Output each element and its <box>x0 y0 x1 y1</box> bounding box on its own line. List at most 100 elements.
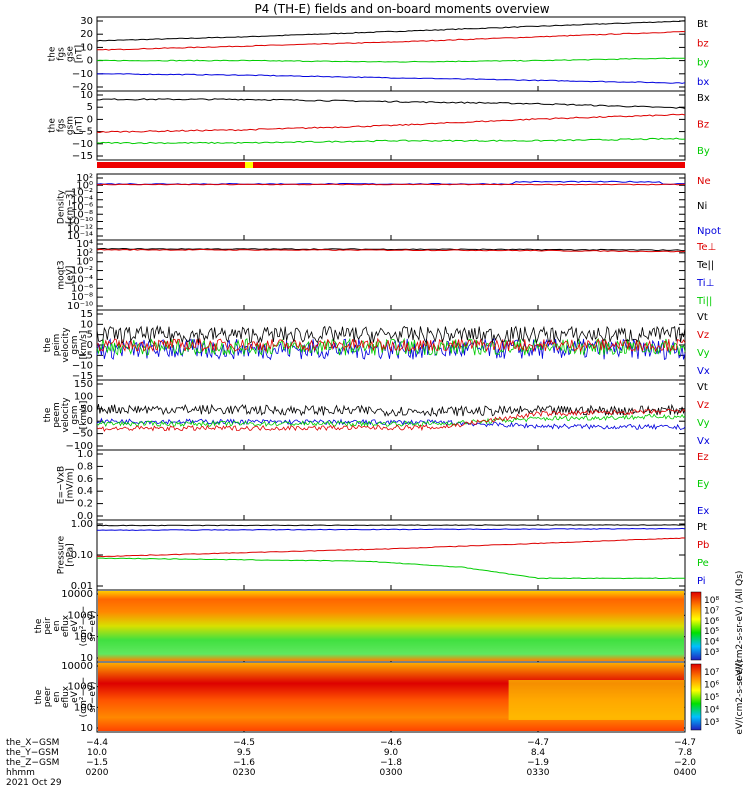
y-axis-label: gsm <box>70 335 80 354</box>
legend-entry: Ey <box>697 479 709 490</box>
y-tick-label: −15 <box>72 371 93 382</box>
y-tick-label: 0.0 <box>77 511 93 522</box>
y-axis-label: [cm−3] <box>66 190 76 224</box>
legend-entry: Pb <box>697 540 709 551</box>
y-axis-label: peir <box>43 617 53 635</box>
y-tick-label: −10 <box>72 361 93 372</box>
y-tick-label: −10 <box>72 139 93 150</box>
series-line-teperp <box>96 248 686 253</box>
panel-density: Density [cm−3]10²10⁰10⁻²10⁻⁴10⁻⁶10⁻⁸10⁻¹⁰… <box>57 173 721 242</box>
y-axis-label: peem <box>52 402 62 428</box>
footer-value: −4.7 <box>527 738 549 748</box>
footer-value: −1.9 <box>527 758 549 768</box>
series-line-red <box>96 337 686 353</box>
y-axis-label: peer <box>43 686 53 707</box>
series-line-red <box>96 408 686 432</box>
panel-frame <box>96 449 686 521</box>
panel-frame <box>96 661 686 733</box>
y-tick-label: 10⁻⁸ <box>71 209 93 220</box>
y-tick-label: 10 <box>80 90 93 101</box>
series-line-black <box>96 403 686 418</box>
colorbar-tick-label: 10⁶ <box>704 681 719 691</box>
y-tick-label: 10⁻¹⁰ <box>67 217 93 228</box>
series-line-red <box>96 537 686 558</box>
y-tick-label: 10 <box>80 723 93 734</box>
legend-entry: Vt <box>697 312 708 323</box>
y-tick-label: −15 <box>72 151 93 162</box>
quality-flag-bar <box>97 162 685 168</box>
footer-value: 0400 <box>674 768 697 778</box>
y-tick-label: 10⁻⁸ <box>71 292 93 303</box>
y-axis-label: sr−eV) <box>88 681 98 712</box>
y-tick-label: 10² <box>76 173 93 184</box>
panel-frame <box>96 16 686 92</box>
colorbar-tick-label: 10⁵ <box>704 627 719 637</box>
y-tick-label: 10⁻¹⁴ <box>67 231 93 242</box>
y-tick-label: −10 <box>72 69 93 80</box>
legend-entry: by <box>697 58 709 69</box>
y-axis-label: the <box>34 689 44 704</box>
legend-entry: Bz <box>697 120 709 131</box>
y-tick-label: −50 <box>72 429 93 440</box>
legend-entry: Vz <box>697 330 709 341</box>
y-axis-label: en <box>52 691 62 702</box>
y-axis-label: the <box>34 618 44 633</box>
y-tick-label: 1.0 <box>77 449 93 460</box>
y-tick-label: −5 <box>78 127 93 138</box>
series-line-bx <box>97 98 686 109</box>
legend-entry: Pe <box>697 558 709 569</box>
colorbar-tick-label: 10⁴ <box>704 706 719 716</box>
spectrogram-image <box>98 591 684 661</box>
legend-entry: Vx <box>697 366 710 377</box>
legend-entry: Vy <box>697 418 710 429</box>
series-line-black <box>96 324 686 345</box>
footer-value: 0330 <box>527 768 550 778</box>
y-tick-label: −100 <box>66 441 93 452</box>
y-tick-label: 0.8 <box>77 461 93 472</box>
y-tick-label: 10⁻⁴ <box>71 195 93 206</box>
colorbar-tick-label: 10⁷ <box>704 668 719 678</box>
y-tick-label: 0 <box>87 114 93 125</box>
footer-value: 9.5 <box>237 748 251 758</box>
panel-efield: E=−VxB [mV/m]1.00.8 0.60.4 0.20.0 Ez Ey Ex <box>57 449 710 522</box>
y-tick-label: 150 <box>74 379 93 390</box>
series-line-bt <box>96 20 686 42</box>
footer-value: −1.5 <box>86 758 108 768</box>
legend-entry: Ti⊥ <box>696 278 714 289</box>
footer-value: −4.5 <box>233 738 255 748</box>
series-line-ne <box>96 183 686 186</box>
y-axis-label: fgs <box>57 47 67 61</box>
series-line-tepar <box>96 247 686 252</box>
footer-value: 9.0 <box>384 748 399 758</box>
y-axis-label: [mV/m] <box>66 468 76 502</box>
legend-entry: Te|| <box>696 260 714 271</box>
colorbar-tick-label: 10⁴ <box>704 638 719 648</box>
y-axis-label: Density <box>57 189 67 224</box>
y-tick-label: 0 <box>87 416 93 427</box>
y-tick-label: 0.6 <box>77 474 93 485</box>
y-axis-label: (cm²−s− <box>79 677 89 718</box>
series-line-bx <box>97 73 686 84</box>
legend-entry: Ni <box>697 201 707 212</box>
y-axis-label: [eV] <box>66 266 76 285</box>
y-axis-label: [km/s] <box>79 401 89 430</box>
panel-pressure: Pressure [nPa] 1.00 0.10 0.01 Pt Pb Pe Pi <box>57 519 710 592</box>
legend-entry: Vy <box>697 348 710 359</box>
y-tick-label: 0 <box>87 340 93 351</box>
legend-entry: Ez <box>697 452 709 463</box>
legend-entry: bz <box>697 38 709 49</box>
footer-value: 10.0 <box>87 748 107 758</box>
series-line-black <box>96 524 686 527</box>
series-line-by <box>96 57 686 63</box>
y-axis-label: [nPa] <box>66 543 76 566</box>
y-axis-label: peim <box>52 334 62 357</box>
y-tick-label: 10⁻² <box>71 266 93 277</box>
colorbar-label: eV/(cm2-s-sr-eV) <box>735 659 745 734</box>
legend-entry: Pi <box>697 576 706 587</box>
colorbar-tick-label: 10⁵ <box>704 693 719 703</box>
y-tick-label: 10000 <box>61 589 93 600</box>
legend-entry: Pt <box>697 522 707 533</box>
colorbar-tick-label: 10³ <box>704 718 719 728</box>
panel-peer: the peer en eflux eV (cm²−s− sr−eV) 10000 1000 10… <box>34 659 745 734</box>
